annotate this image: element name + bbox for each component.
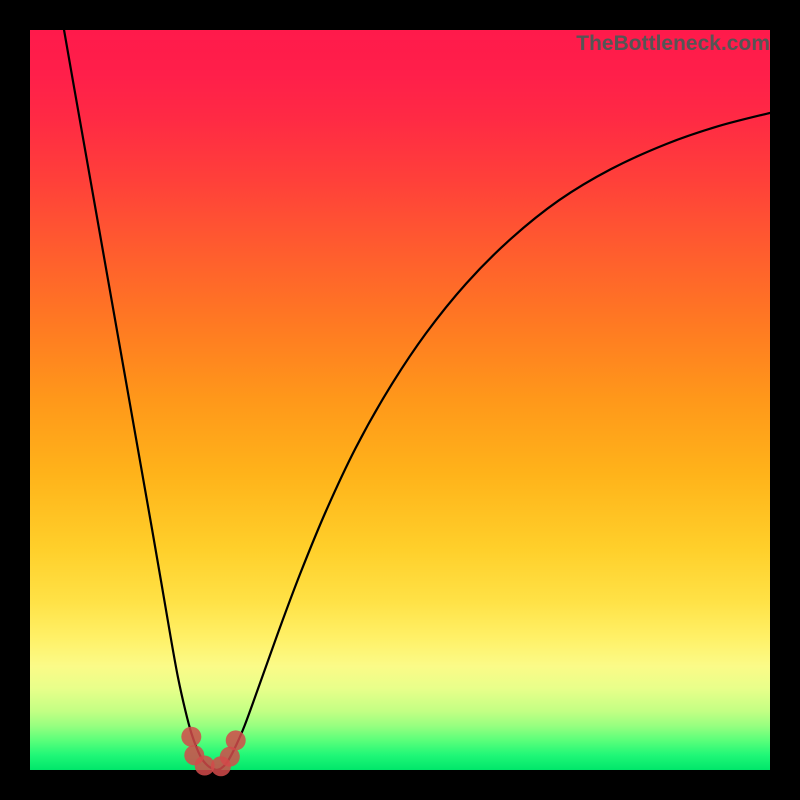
curve-right-branch [216,113,770,770]
chart-overlay [30,30,770,770]
scatter-point [226,730,246,750]
scatter-group [181,727,245,777]
scatter-point [181,727,201,747]
outer-frame: TheBottleneck.com [0,0,800,800]
curves-group [64,30,770,770]
plot-area: TheBottleneck.com [30,30,770,770]
curve-left-branch [64,30,216,770]
